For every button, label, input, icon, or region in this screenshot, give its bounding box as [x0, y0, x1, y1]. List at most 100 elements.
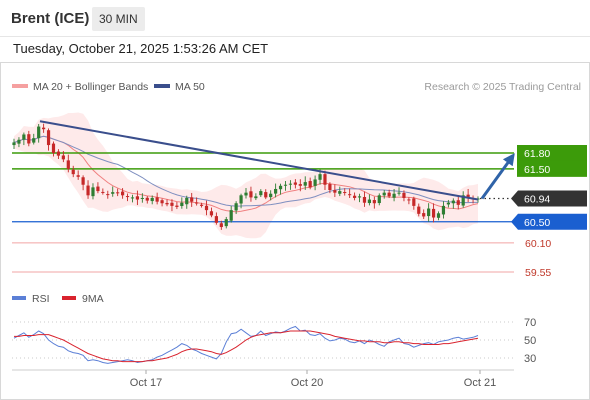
ma50-legend-label: MA 50 — [175, 81, 205, 93]
candle-body — [86, 185, 90, 196]
resistance-label-box — [517, 145, 587, 161]
candle-body — [150, 197, 154, 202]
candle-body — [125, 196, 130, 198]
candle-body — [328, 184, 332, 191]
candle-body — [76, 175, 80, 177]
candle-body — [195, 202, 199, 204]
moving-averages — [13, 135, 479, 213]
forecast-arrow — [480, 153, 515, 200]
candle-body — [116, 192, 120, 194]
candle-body — [96, 186, 100, 192]
candle-body — [37, 126, 41, 139]
rsi-legend-swatch — [12, 296, 26, 300]
candle-body — [155, 197, 159, 202]
downtrend-line — [39, 120, 479, 201]
ma50-line — [13, 135, 478, 207]
bollinger-bands — [14, 112, 478, 239]
candle-body — [264, 192, 268, 198]
candle-body — [165, 202, 169, 205]
candle-body — [323, 174, 327, 185]
candle-body — [140, 197, 144, 199]
candle-body — [130, 197, 135, 199]
candle-body — [308, 181, 312, 188]
candle-body — [377, 195, 381, 204]
candle-body — [175, 205, 179, 207]
candle-body — [66, 160, 70, 169]
candle-body — [145, 197, 149, 201]
candle-body — [407, 199, 411, 201]
candle-body — [382, 192, 386, 196]
candle-body — [456, 200, 460, 205]
rsi-legend-label: RSI — [32, 293, 50, 305]
candle-body — [170, 202, 174, 206]
rsi-ma-line — [14, 330, 479, 363]
candle-body — [431, 208, 436, 218]
rsi-line — [13, 325, 479, 364]
candle-body — [461, 195, 465, 206]
rsi-lines — [13, 325, 479, 364]
candle-body — [17, 139, 21, 144]
price-level-labels: 61.80 61.50 60.94 60.50 60.10 59.55 — [511, 145, 587, 279]
support-label: 59.55 — [525, 267, 551, 279]
candle-body — [259, 191, 263, 196]
candle-body — [249, 191, 253, 198]
candle-body — [303, 182, 307, 186]
top-bar: Brent (ICE) 30 MIN — [0, 0, 590, 37]
candlesticks — [12, 123, 480, 230]
instrument-title: Brent (ICE) — [11, 10, 90, 27]
candle-body — [466, 194, 470, 198]
candle-body — [313, 179, 317, 186]
current-price-box — [511, 190, 587, 207]
candle-body — [120, 191, 125, 196]
candle-body — [441, 205, 446, 215]
x-tick-label: Oct 20 — [291, 377, 323, 389]
rsi-ma-legend-label: 9MA — [82, 293, 104, 305]
source-credit: Research © 2025 Trading Central — [424, 81, 581, 93]
candle-body — [357, 196, 362, 198]
pivot-label: 60.50 — [524, 217, 550, 229]
candle-body — [318, 174, 322, 180]
candle-body — [348, 194, 352, 196]
resistance-label: 61.50 — [524, 164, 550, 176]
candle-body — [22, 134, 26, 140]
candle-body — [283, 184, 288, 186]
candle-body — [27, 134, 31, 144]
candle-body — [42, 127, 46, 130]
rsi-grid: 70 50 30 — [12, 317, 536, 365]
candle-body — [12, 142, 16, 146]
x-axis: Oct 17 Oct 20 Oct 21 — [130, 370, 496, 389]
rsi-tick-label: 50 — [524, 335, 536, 347]
candle-body — [219, 223, 223, 228]
candle-body — [135, 196, 140, 200]
candle-body — [185, 197, 189, 205]
candle-body — [224, 219, 228, 227]
rsi-tick-label: 30 — [524, 353, 536, 365]
candle-body — [101, 191, 105, 193]
pivot-label-box — [511, 213, 587, 230]
candle-body — [367, 199, 372, 204]
candle-body — [274, 188, 278, 194]
candle-body — [402, 192, 406, 198]
candle-body — [372, 200, 376, 204]
current-price-label: 60.94 — [524, 193, 550, 205]
candle-body — [446, 202, 450, 205]
x-tick-label: Oct 21 — [464, 377, 496, 389]
interval-button[interactable]: 30 MIN — [92, 7, 145, 31]
candle-body — [427, 208, 431, 217]
candle-body — [254, 196, 258, 199]
candle-body — [180, 202, 184, 207]
candle-body — [269, 193, 273, 198]
candle-body — [234, 203, 238, 211]
ma20-legend-swatch — [12, 84, 28, 88]
candle-body — [343, 192, 347, 194]
candle-body — [214, 216, 218, 223]
ma20-legend-label: MA 20 + Bollinger Bands — [33, 81, 148, 93]
candle-body — [352, 195, 357, 198]
candle-body — [209, 211, 214, 216]
candle-body — [81, 177, 85, 185]
trend-lines — [39, 120, 515, 201]
bollinger-band-area — [14, 112, 478, 239]
candle-body — [111, 192, 115, 194]
candle-body — [392, 193, 396, 198]
